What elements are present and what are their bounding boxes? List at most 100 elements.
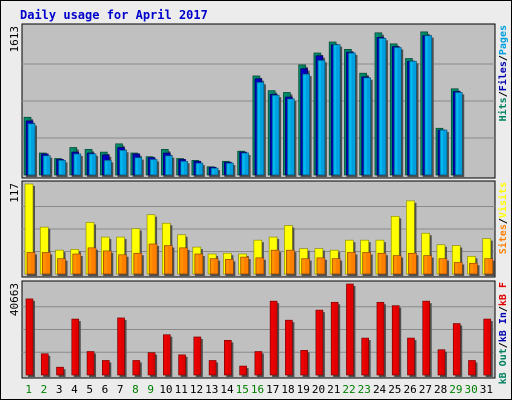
bar-pages-day-16 bbox=[256, 82, 266, 177]
bar-pages-day-2 bbox=[42, 155, 53, 177]
x-tick-label: 29 bbox=[449, 383, 462, 396]
y-max-label: 40663 bbox=[8, 283, 21, 316]
bar-sites-day-17 bbox=[270, 249, 282, 276]
bar-sites-day-6 bbox=[102, 250, 114, 276]
x-tick-label: 19 bbox=[297, 383, 310, 396]
x-tick-label: 30 bbox=[464, 383, 477, 396]
bar-pages-day-17 bbox=[271, 94, 282, 177]
bar-kbf-day-27 bbox=[422, 300, 432, 377]
bar-kbf-day-20 bbox=[315, 309, 325, 377]
x-tick-label: 17 bbox=[266, 383, 279, 396]
bar-sites-day-19 bbox=[301, 258, 312, 276]
chart-panels: 1613 Hits/Files/Pages 117 Sites/Visits 40663… bbox=[8, 23, 509, 384]
bar-pages-day-8 bbox=[134, 157, 144, 177]
bar-sites-day-20 bbox=[316, 257, 327, 276]
x-tick-label: 5 bbox=[86, 383, 93, 396]
x-tick-label: 4 bbox=[71, 383, 78, 396]
bar-kbf-day-2 bbox=[40, 353, 51, 377]
bar-kbf-day-23 bbox=[361, 337, 371, 377]
legend-entry: kB Out bbox=[498, 348, 509, 384]
x-tick-label: 12 bbox=[190, 383, 203, 396]
bar-sites-day-13 bbox=[209, 258, 221, 276]
bar-sites-day-5 bbox=[87, 247, 99, 276]
bar-sites-day-26 bbox=[408, 252, 419, 276]
panel-bottom: 40663 kB Out/kB In/kB F bbox=[8, 280, 509, 384]
bar-kbf-day-8 bbox=[132, 360, 142, 377]
bar-kbf-day-16 bbox=[254, 351, 264, 377]
bar-pages-day-19 bbox=[302, 73, 312, 177]
bar-pages-day-25 bbox=[393, 47, 404, 177]
x-tick-label: 15 bbox=[236, 383, 249, 396]
bar-sites-day-31 bbox=[484, 258, 495, 276]
bar-pages-day-20 bbox=[317, 60, 327, 177]
legend-bottom: kB Out/kB In/kB F bbox=[498, 282, 509, 384]
bar-pages-day-9 bbox=[149, 159, 160, 177]
bar-kbf-day-24 bbox=[376, 301, 386, 377]
bar-kbf-day-4 bbox=[71, 318, 81, 377]
bar-kbf-day-6 bbox=[101, 360, 112, 377]
bar-kbf-day-9 bbox=[147, 352, 158, 377]
bar-sites-day-24 bbox=[377, 252, 388, 276]
y-max-label: 1613 bbox=[8, 26, 21, 53]
bar-kbf-day-18 bbox=[285, 319, 295, 377]
bar-pages-day-10 bbox=[165, 155, 175, 177]
x-tick-label: 16 bbox=[251, 383, 264, 396]
bar-pages-day-7 bbox=[119, 149, 129, 177]
bar-sites-day-14 bbox=[225, 259, 236, 276]
bar-pages-day-14 bbox=[226, 162, 236, 177]
x-tick-label: 1 bbox=[25, 383, 32, 396]
bar-kbf-day-12 bbox=[193, 336, 203, 377]
bar-kbf-day-5 bbox=[86, 351, 97, 377]
bar-kbf-day-11 bbox=[178, 354, 188, 377]
bar-sites-day-3 bbox=[57, 258, 68, 276]
bar-pages-day-28 bbox=[439, 129, 449, 177]
x-tick-label: 14 bbox=[220, 383, 234, 396]
bar-pages-day-15 bbox=[241, 152, 251, 177]
bar-sites-day-25 bbox=[392, 255, 404, 276]
bar-sites-day-22 bbox=[347, 252, 358, 276]
legend-entry: Hits bbox=[497, 97, 509, 121]
bar-pages-day-27 bbox=[424, 35, 434, 177]
bar-sites-day-11 bbox=[179, 247, 190, 276]
bar-kbf-day-28 bbox=[437, 349, 447, 377]
bar-sites-day-27 bbox=[423, 255, 434, 276]
bar-pages-day-21 bbox=[332, 44, 343, 177]
bar-sites-day-21 bbox=[331, 258, 343, 276]
bar-sites-day-12 bbox=[194, 253, 205, 276]
bar-pages-day-24 bbox=[378, 37, 388, 178]
bar-pages-day-12 bbox=[195, 162, 205, 177]
bar-kbf-day-19 bbox=[300, 350, 310, 377]
bar-sites-day-2 bbox=[41, 252, 53, 276]
x-tick-label: 11 bbox=[175, 383, 188, 396]
bar-sites-day-7 bbox=[118, 254, 129, 276]
x-tick-label: 27 bbox=[419, 383, 432, 396]
bar-pages-day-1 bbox=[27, 123, 37, 177]
bar-sites-day-16 bbox=[255, 257, 266, 276]
bar-pages-day-5 bbox=[88, 153, 99, 177]
bar-kbf-day-22 bbox=[346, 283, 356, 377]
bar-pages-day-18 bbox=[287, 98, 297, 177]
x-tick-label: 18 bbox=[281, 383, 294, 396]
bar-pages-day-4 bbox=[73, 153, 83, 177]
bar-sites-day-1 bbox=[26, 252, 37, 276]
x-tick-label: 13 bbox=[205, 383, 218, 396]
legend-entry: Pages bbox=[498, 25, 509, 55]
bar-pages-day-6 bbox=[103, 160, 114, 177]
bar-sites-day-10 bbox=[164, 245, 175, 276]
legend-middle: Sites/Visits bbox=[497, 182, 509, 254]
bar-kbf-day-14 bbox=[224, 340, 234, 377]
bar-pages-day-22 bbox=[348, 52, 358, 177]
panel-middle: 117 Sites/Visits bbox=[8, 180, 509, 278]
panel-top: 1613 Hits/Files/Pages bbox=[8, 23, 509, 179]
legend-entry: kB F bbox=[498, 282, 509, 306]
x-tick-label: 26 bbox=[403, 383, 416, 396]
bar-pages-day-13 bbox=[210, 167, 221, 177]
legend-top: Hits/Files/Pages bbox=[497, 25, 509, 121]
x-tick-label: 6 bbox=[102, 383, 109, 396]
bar-kbf-day-29 bbox=[452, 323, 463, 377]
bar-sites-day-18 bbox=[286, 249, 297, 276]
x-tick-label: 20 bbox=[312, 383, 325, 396]
bar-sites-day-8 bbox=[133, 252, 144, 276]
bar-kbf-day-15 bbox=[239, 365, 249, 377]
